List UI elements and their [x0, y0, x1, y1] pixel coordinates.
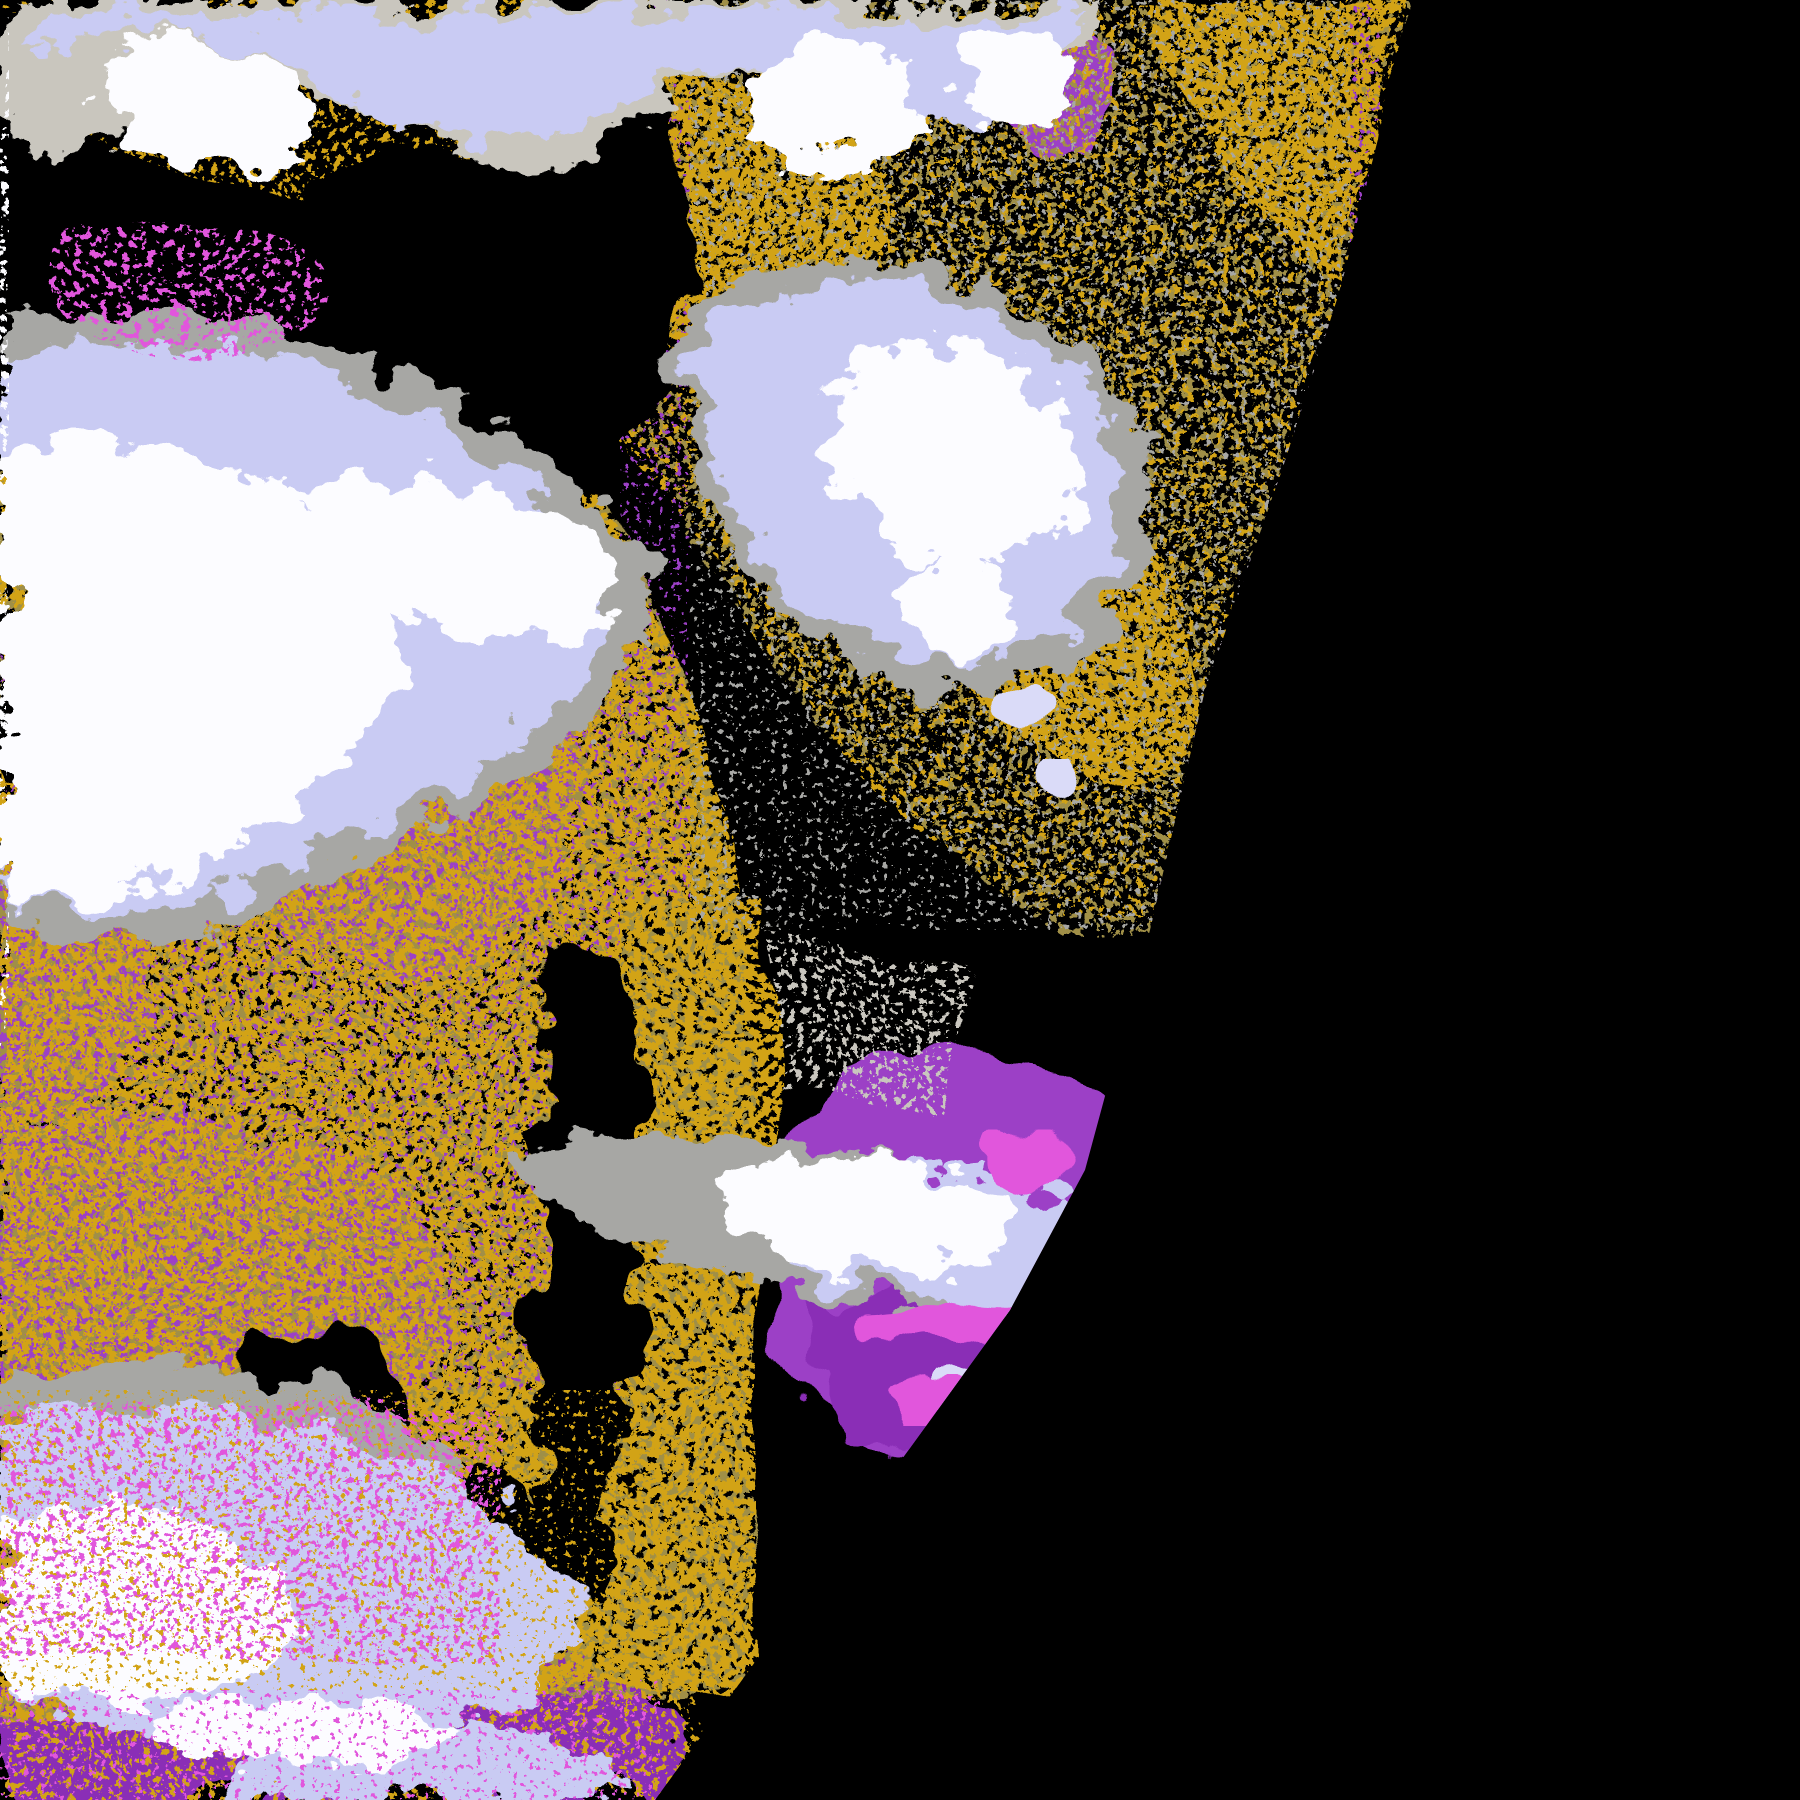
- black-gap-north-b: [546, 56, 692, 470]
- black-gap-north-a: [310, 147, 552, 358]
- cloud-white-convective-core: [834, 342, 1074, 566]
- cloud-white-left-arm: [294, 481, 624, 636]
- magenta-sprinkle-band-south: [0, 1680, 660, 1800]
- cloud-white-top-c: [960, 24, 1083, 131]
- left-edge-dashes: [0, 20, 8, 1050]
- cloud-white-dot-a: [998, 679, 1062, 731]
- magenta-sprinkle-cloud-west: [60, 212, 330, 359]
- cloud-white-top-b: [753, 39, 919, 166]
- magenta-blob-jet: [984, 1137, 1079, 1192]
- cloud-white-left-core: [0, 441, 403, 903]
- cloud-white-convective-b: [907, 560, 1012, 659]
- cloud-white-top-a: [107, 38, 316, 171]
- cloud-white-jet-core: [725, 1158, 1014, 1271]
- gold-sprinkle-over-south-clouds: [0, 1390, 640, 1690]
- cloud-gray-east-bits: [760, 930, 980, 1120]
- cloud-white-dot-b: [1026, 766, 1078, 810]
